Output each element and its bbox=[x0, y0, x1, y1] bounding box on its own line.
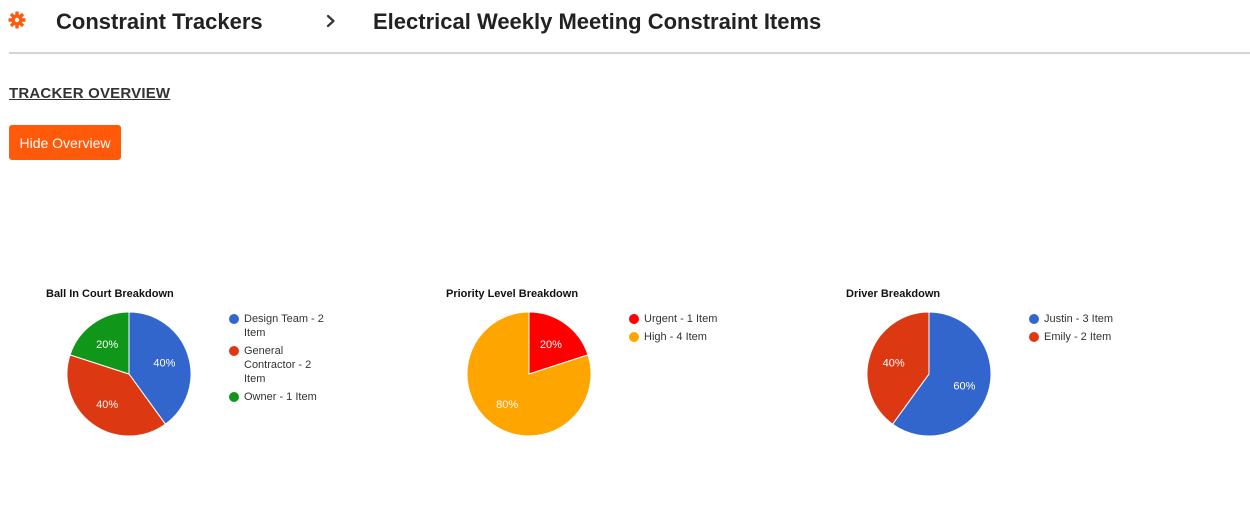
breadcrumb-root[interactable]: Constraint Trackers bbox=[56, 9, 263, 34]
chart-title: Ball In Court Breakdown bbox=[46, 288, 174, 300]
gear-icon[interactable] bbox=[8, 11, 26, 29]
legend-label: Owner - 1 Item bbox=[244, 391, 317, 403]
page-title: Electrical Weekly Meeting Constraint Ite… bbox=[373, 9, 822, 34]
slice-percent-label: 80% bbox=[496, 399, 518, 411]
pie-slice[interactable] bbox=[528, 311, 589, 375]
priority-level-chart: Priority Level Breakdown 20% 80% Urgent -… bbox=[446, 284, 786, 454]
header-divider bbox=[9, 52, 1250, 54]
ball-in-court-chart: Ball In Court Breakdown 40% 40% 20% Design… bbox=[46, 284, 386, 454]
pie-slice[interactable] bbox=[466, 311, 592, 437]
legend-entry[interactable]: Emily - 2 Item bbox=[1029, 330, 1124, 344]
legend-swatch bbox=[229, 346, 239, 356]
pie-slice[interactable] bbox=[69, 311, 130, 375]
section-title: TRACKER OVERVIEW bbox=[9, 85, 171, 102]
legend-swatch bbox=[229, 392, 239, 402]
pie-slice[interactable] bbox=[891, 311, 992, 437]
pie-slice[interactable] bbox=[128, 311, 192, 425]
legend-swatch bbox=[629, 332, 639, 342]
chart-legend: Design Team - 2 Item General Contractor -… bbox=[229, 312, 324, 408]
hide-overview-button[interactable]: Hide Overview bbox=[9, 125, 121, 160]
pie-slice[interactable] bbox=[866, 311, 930, 425]
legend-entry[interactable]: Design Team - 2 Item bbox=[229, 312, 324, 340]
legend-label: High - 4 Item bbox=[644, 331, 707, 343]
legend-entry[interactable]: General Contractor - 2 Item bbox=[229, 344, 324, 386]
legend-swatch bbox=[629, 314, 639, 324]
legend-label: General Contractor - 2 Item bbox=[244, 345, 312, 385]
driver-chart: Driver Breakdown 60% 40% Justin - 3 Item E… bbox=[846, 284, 1186, 454]
legend-entry[interactable]: Justin - 3 Item bbox=[1029, 312, 1124, 326]
slice-percent-label: 40% bbox=[153, 358, 175, 370]
legend-label: Design Team - 2 Item bbox=[244, 313, 324, 339]
slice-percent-label: 20% bbox=[540, 339, 562, 351]
chart-legend: Justin - 3 Item Emily - 2 Item bbox=[1029, 312, 1124, 348]
legend-swatch bbox=[1029, 314, 1039, 324]
legend-entry[interactable]: Urgent - 1 Item bbox=[629, 312, 724, 326]
slice-percent-label: 20% bbox=[96, 339, 118, 351]
legend-entry[interactable]: Owner - 1 Item bbox=[229, 390, 324, 404]
chevron-right-icon bbox=[326, 14, 335, 28]
slice-percent-label: 40% bbox=[96, 399, 118, 411]
chart-title: Priority Level Breakdown bbox=[446, 288, 579, 300]
legend-label: Urgent - 1 Item bbox=[644, 313, 718, 325]
pie-slice[interactable] bbox=[66, 354, 167, 437]
pie-chart: 20% 80% bbox=[466, 311, 592, 437]
header: Constraint Trackers Electrical Weekly Me… bbox=[0, 0, 1250, 54]
legend-label: Justin - 3 Item bbox=[1044, 313, 1114, 325]
legend-swatch bbox=[229, 314, 239, 324]
slice-percent-label: 60% bbox=[953, 381, 975, 393]
legend-entry[interactable]: High - 4 Item bbox=[629, 330, 724, 344]
pie-chart: 40% 40% 20% bbox=[66, 311, 192, 437]
legend-swatch bbox=[1029, 332, 1039, 342]
chart-legend: Urgent - 1 Item High - 4 Item bbox=[629, 312, 724, 348]
chart-title: Driver Breakdown bbox=[846, 288, 941, 300]
slice-percent-label: 40% bbox=[883, 358, 905, 370]
legend-label: Emily - 2 Item bbox=[1044, 331, 1112, 343]
pie-chart: 60% 40% bbox=[866, 311, 992, 437]
